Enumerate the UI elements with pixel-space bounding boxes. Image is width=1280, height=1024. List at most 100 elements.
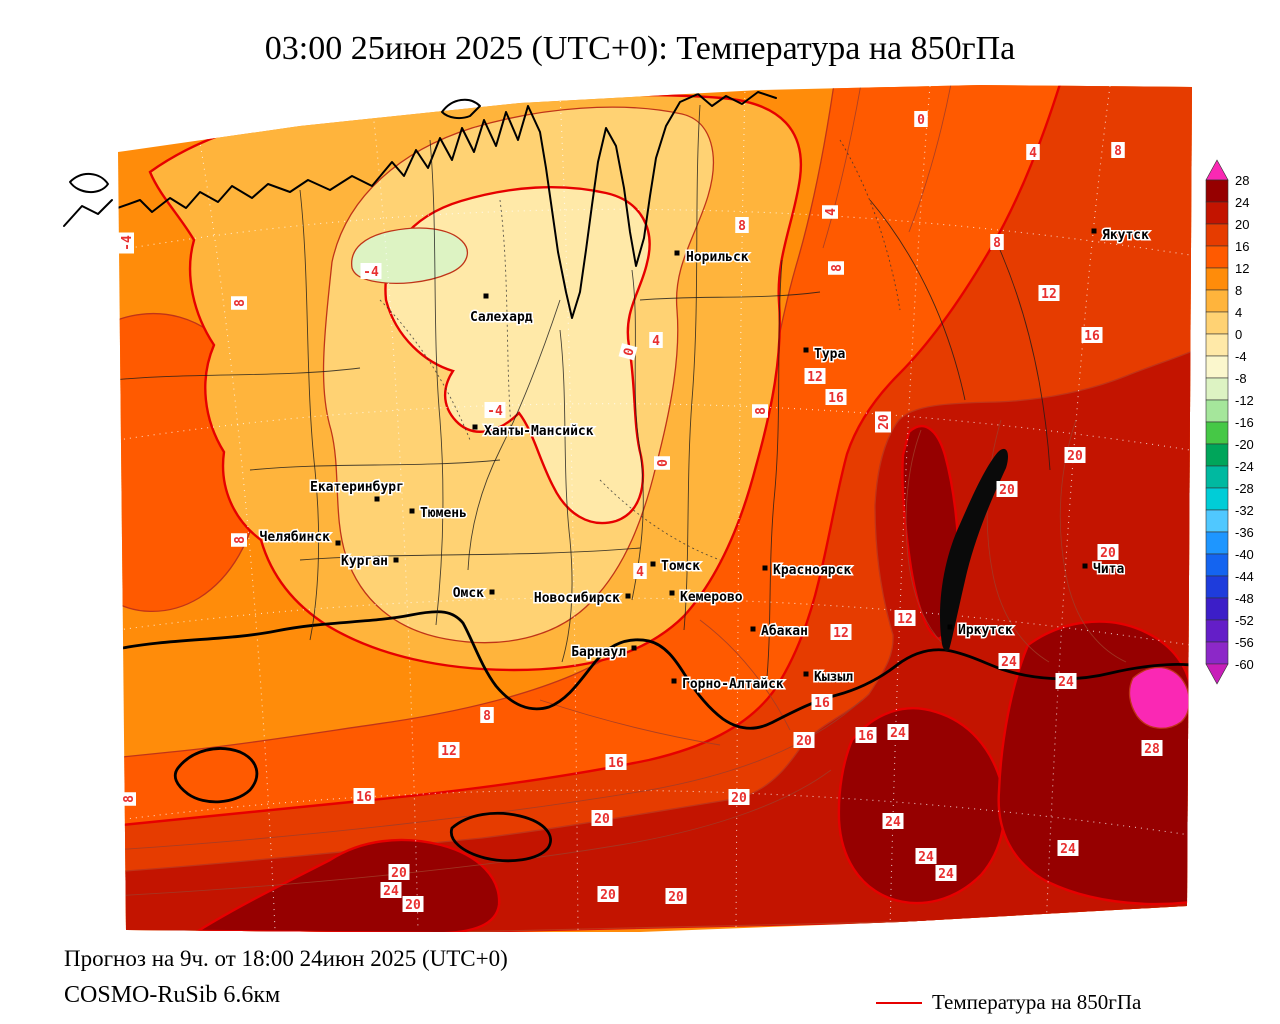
contour-label: 12 [438, 742, 460, 759]
contour-label: 4 [633, 563, 647, 580]
legend-contour-line-sample [876, 1001, 922, 1004]
city-marker [650, 561, 656, 567]
colorbar-cell [1205, 509, 1229, 533]
city-label: Новосибирск [534, 591, 620, 606]
city-label: Тура [814, 347, 845, 362]
colorbar-tick-label: -4 [1235, 349, 1247, 364]
contour-label-box [990, 234, 1004, 250]
contour-label: 8 [120, 792, 137, 806]
colorbar-tick-label: -28 [1235, 481, 1254, 496]
colorbar: 28 24 20 16 12 8 4 0 -4 -8 -12 -16 -20 -24 -28 -32 -36 -4… [1205, 159, 1254, 685]
contour-label: 24 [1057, 840, 1079, 857]
contour-label: 16 [1081, 327, 1103, 344]
contour-label-value: 20 [594, 812, 610, 827]
contour-label-value: -4 [363, 265, 379, 280]
contour-label-box [915, 848, 937, 864]
contour-label: 20 [793, 732, 815, 749]
contour-label-box [438, 742, 460, 758]
contour-label: 0 [618, 343, 638, 361]
contour-label-value: 12 [833, 626, 849, 641]
contour-label-value: 24 [938, 867, 954, 882]
colorbar-cell [1205, 377, 1229, 401]
city-marker [947, 624, 953, 630]
contour-label-value: 4 [824, 208, 839, 216]
colorbar-cell [1205, 641, 1229, 665]
model-info: COSMO-RuSib 6.6км [64, 982, 281, 1008]
contour-label-box [118, 232, 134, 254]
contour-label-box [605, 754, 627, 770]
contour-label: -4 [118, 232, 135, 254]
lake-outline-south [449, 811, 552, 863]
colorbar-tick-label: 28 [1235, 173, 1249, 188]
contour-labels: -4 8 -4 0 4 8 4 8 8 8 12 16 0 4 12 16 -4 8 20 0 20 20 8 20 4 12 12… [118, 111, 1163, 913]
contour-label-value: 16 [356, 790, 372, 805]
contour-label: 20 [1064, 447, 1086, 464]
admin-borders [118, 104, 1051, 689]
city-marker [409, 508, 415, 514]
colorbar-bottom-arrow [1205, 663, 1229, 685]
city-marker [671, 678, 677, 684]
contour-label-box [855, 727, 877, 743]
contour-label-value: -4 [487, 404, 503, 419]
contour-label: 8 [480, 707, 494, 724]
city-label: Норильск [686, 250, 749, 265]
contour-label-value: 4 [636, 565, 644, 580]
contour-label: 8 [828, 261, 845, 275]
colorbar-cell [1205, 355, 1229, 379]
city-marker [762, 565, 768, 571]
contour-label: 16 [825, 389, 847, 406]
city-label: Абакан [761, 624, 808, 639]
contour-label-box [484, 402, 506, 418]
colorbar-cell [1205, 179, 1229, 203]
colorbar-cell [1205, 289, 1229, 313]
contour-label-box [1057, 840, 1079, 856]
city-label: Курган [341, 554, 388, 569]
colorbar-cell [1205, 487, 1229, 511]
contour-label-box [914, 111, 928, 127]
colorbar-cell [1205, 421, 1229, 445]
contour-label-box [996, 481, 1018, 497]
contour-label-value: 20 [600, 888, 616, 903]
contour-label: 16 [855, 727, 877, 744]
offshore-islands [63, 98, 481, 227]
contour-label-value: 20 [391, 866, 407, 881]
contour-label-box [597, 886, 619, 902]
contour-label: 16 [811, 694, 833, 711]
city-marker [803, 347, 809, 353]
city-label: Ханты-Мансийск [484, 424, 594, 439]
contour-label-value: 16 [1084, 329, 1100, 344]
colorbar-cell [1205, 333, 1229, 357]
contour-label-value: 8 [830, 264, 845, 272]
contour-label-box [882, 813, 904, 829]
contour-label-value: 24 [1001, 655, 1017, 670]
rivers [467, 269, 644, 601]
contour-label-value: 12 [1041, 287, 1057, 302]
contour-label-value: 24 [1058, 675, 1074, 690]
contour-label: 20 [875, 411, 892, 433]
contour-label: 24 [882, 813, 904, 830]
city-label: Тюмень [420, 506, 467, 521]
city-label: Красноярск [773, 563, 851, 578]
colorbar-tick-label: -12 [1235, 393, 1254, 408]
contour-label-box [1111, 142, 1125, 158]
contour-label-value: 8 [483, 709, 491, 724]
contour-label-value: 8 [993, 236, 1001, 251]
city-marker [335, 540, 341, 546]
contour-label: 24 [380, 882, 402, 899]
colorbar-cell [1205, 575, 1229, 599]
city-label: Якутск [1102, 228, 1149, 243]
contour-label-value: 12 [441, 744, 457, 759]
contour-label: 20 [996, 481, 1018, 498]
region-temp-24-28-southwest [193, 838, 501, 932]
contour-label-box [1097, 544, 1119, 560]
city-marker [803, 671, 809, 677]
colorbar-tick-label: 0 [1235, 327, 1242, 342]
colorbar-top-arrow [1205, 159, 1229, 181]
contour-label-box [654, 456, 670, 470]
contour-label-box [618, 343, 638, 361]
contour-label-value: 16 [814, 696, 830, 711]
contour-label: 12 [894, 610, 916, 627]
arctic-coastline [118, 91, 777, 319]
contour-label: 20 [597, 886, 619, 903]
colorbar-tick-label: 24 [1235, 195, 1249, 210]
